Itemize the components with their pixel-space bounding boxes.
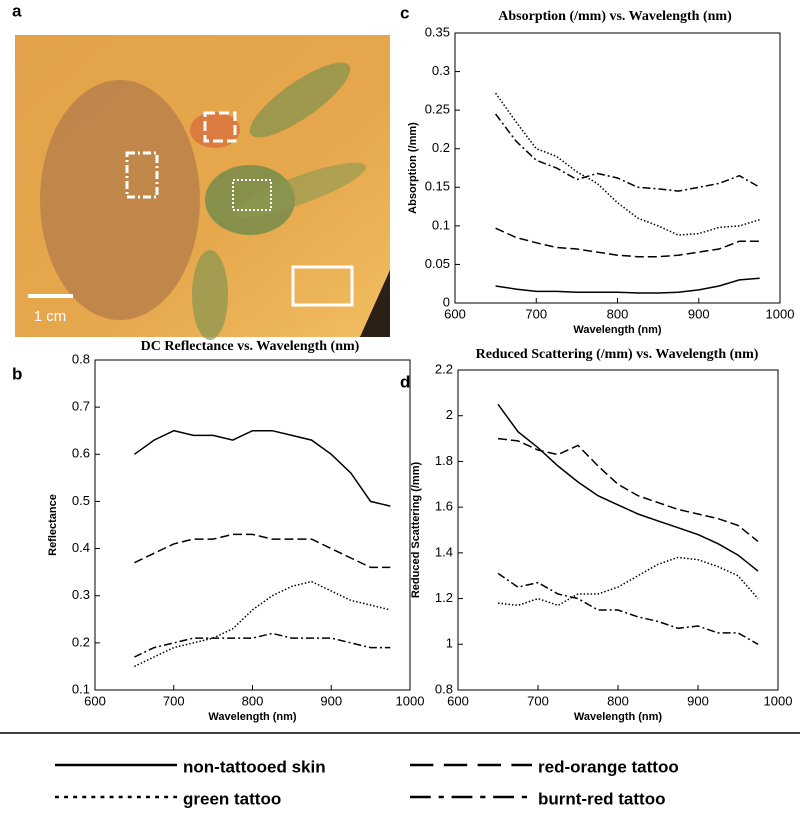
y-tick-label: 0.7 [72, 399, 90, 414]
legend-label: burnt-red tattoo [538, 789, 665, 808]
y-tick-label: 2.2 [435, 361, 453, 376]
roi-burnt-red [125, 151, 159, 199]
chart-title: Absorption (/mm) vs. Wavelength (nm) [498, 9, 732, 24]
y-tick-label: 0.25 [425, 102, 450, 117]
series-line [134, 632, 391, 658]
y-tick-label: 0.6 [72, 446, 90, 461]
y-tick-label: 0.2 [432, 140, 450, 155]
x-tick-label: 600 [444, 306, 466, 321]
tattoo-leaf [192, 250, 228, 340]
series-line [497, 572, 759, 645]
tattoo-petal [40, 80, 200, 320]
tattoo-leaf [234, 162, 366, 218]
y-tick-label: 0 [443, 294, 450, 309]
y-tick-label: 2 [446, 407, 453, 422]
panel-label: a [12, 1, 22, 20]
x-tick-label: 800 [607, 306, 629, 321]
plot-frame [457, 369, 779, 691]
x-tick-label: 800 [242, 693, 264, 708]
series-line [134, 533, 391, 569]
y-tick-label: 0.4 [72, 540, 90, 555]
y-tick-label: 0.15 [425, 179, 450, 194]
x-axis-label: Wavelength (nm) [574, 711, 663, 723]
panel-label: c [400, 3, 409, 22]
legend-label: non-tattooed skin [183, 757, 326, 776]
x-axis-label: Wavelength (nm) [208, 711, 297, 723]
chart-title: Reduced Scattering (/mm) vs. Wavelength … [476, 347, 759, 362]
y-tick-label: 0.8 [72, 351, 90, 366]
y-tick-label: 0.5 [72, 493, 90, 508]
tattoo-red [190, 112, 240, 148]
y-tick-label: 0.3 [72, 587, 90, 602]
y-tick-label: 1.4 [435, 544, 453, 559]
x-tick-label: 1000 [766, 306, 795, 321]
series-line [495, 277, 760, 294]
x-tick-label: 900 [320, 693, 342, 708]
roi-green [232, 179, 272, 211]
roi-skin [291, 265, 354, 307]
x-tick-label: 900 [687, 693, 709, 708]
photo: 1 cm [15, 35, 390, 340]
y-tick-label: 0.1 [72, 681, 90, 696]
legend-label: red-orange tattoo [538, 757, 679, 776]
roi-red-orange [203, 111, 237, 143]
y-tick-label: 1.2 [435, 590, 453, 605]
panel-label: d [400, 372, 410, 391]
y-tick-label: 0.1 [432, 217, 450, 232]
x-tick-label: 600 [447, 693, 469, 708]
tattoo-leaf [249, 62, 351, 138]
y-axis-label: Reduced Scattering (/mm) [410, 462, 422, 599]
x-tick-label: 700 [527, 693, 549, 708]
y-axis-label: Absorption (/mm) [407, 122, 419, 214]
y-tick-label: 1.6 [435, 499, 453, 514]
x-tick-label: 600 [84, 693, 106, 708]
plot-frame [454, 32, 781, 304]
y-axis-label: Reflectance [47, 494, 59, 556]
panel-label: b [12, 364, 22, 383]
photo-shadow [360, 270, 390, 337]
y-tick-label: 1.8 [435, 453, 453, 468]
series-line [495, 227, 760, 258]
x-tick-label: 800 [607, 693, 629, 708]
x-tick-label: 700 [525, 306, 547, 321]
y-tick-label: 0.05 [425, 256, 450, 271]
y-tick-label: 0.35 [425, 24, 450, 39]
series-line [497, 556, 759, 607]
series-line [134, 580, 391, 668]
series-line [494, 92, 760, 236]
x-tick-label: 1000 [396, 693, 425, 708]
legend-label: green tattoo [183, 789, 281, 808]
series-line [495, 113, 761, 192]
plot-frame [94, 359, 411, 691]
x-tick-label: 1000 [764, 693, 793, 708]
x-axis-label: Wavelength (nm) [573, 324, 662, 336]
series-line [497, 437, 759, 542]
chart-title: DC Reflectance vs. Wavelength (nm) [141, 339, 360, 354]
y-tick-label: 1 [446, 636, 453, 651]
y-tick-label: 0.3 [432, 63, 450, 78]
y-tick-label: 0.8 [435, 681, 453, 696]
x-tick-label: 900 [688, 306, 710, 321]
y-tick-label: 0.2 [72, 634, 90, 649]
series-line [497, 403, 759, 572]
series-line [133, 429, 391, 507]
scale-bar-label: 1 cm [34, 308, 67, 325]
x-tick-label: 700 [163, 693, 185, 708]
